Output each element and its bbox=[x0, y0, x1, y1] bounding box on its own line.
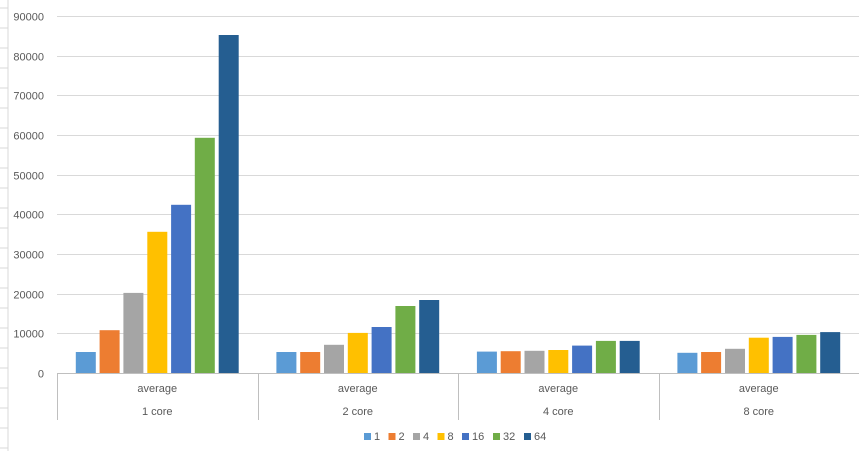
x-outer-label: 1 core bbox=[142, 406, 173, 418]
x-inner-label: average bbox=[538, 383, 578, 395]
x-outer-label: 2 core bbox=[342, 406, 373, 418]
x-outer-label: 8 core bbox=[743, 406, 774, 418]
bar-2-group-2 bbox=[300, 352, 321, 373]
bar-4-group-2 bbox=[324, 344, 344, 373]
x-inner-label: average bbox=[739, 383, 779, 395]
bar-16-group-1 bbox=[171, 204, 192, 373]
legend-label: 8 bbox=[448, 431, 454, 443]
y-tick-label: 80000 bbox=[13, 52, 44, 64]
bar-8-group-1 bbox=[147, 231, 168, 373]
legend-swatch bbox=[413, 433, 420, 440]
y-tick-label: 60000 bbox=[13, 131, 44, 143]
y-tick-label: 0 bbox=[38, 369, 44, 381]
y-tick-label: 70000 bbox=[13, 91, 44, 103]
bar-32-group-4 bbox=[796, 334, 817, 373]
bar-1-group-4 bbox=[677, 352, 698, 373]
bar-2-group-3 bbox=[500, 351, 521, 373]
bar-2-group-4 bbox=[701, 352, 722, 373]
bar-16-group-4 bbox=[772, 336, 793, 373]
bar-4-group-3 bbox=[524, 350, 545, 373]
bar-16-group-3 bbox=[572, 345, 593, 373]
legend-swatch bbox=[437, 433, 445, 440]
bar-4-group-1 bbox=[123, 292, 144, 373]
legend-swatch bbox=[388, 433, 396, 440]
x-inner-label: average bbox=[137, 383, 177, 395]
legend-swatch bbox=[524, 433, 531, 440]
y-tick-label: 30000 bbox=[13, 250, 44, 262]
legend-label: 2 bbox=[399, 431, 405, 443]
legend-swatch bbox=[493, 433, 500, 440]
legend-label: 64 bbox=[534, 431, 546, 443]
bar-32-group-1 bbox=[194, 137, 215, 373]
legend: 1 2 4 8 16 32 64 bbox=[364, 431, 546, 443]
y-tick-label: 90000 bbox=[13, 12, 44, 24]
x-axis: average 1 core average 2 core average 4 core a… bbox=[57, 373, 859, 420]
legend-label: 1 bbox=[374, 431, 380, 443]
x-inner-label: average bbox=[338, 383, 378, 395]
bar-64-group-2 bbox=[419, 300, 440, 373]
y-tick-label: 50000 bbox=[13, 171, 44, 183]
bar-8-group-3 bbox=[548, 350, 569, 373]
legend-label: 4 bbox=[423, 431, 429, 443]
legend-swatch bbox=[462, 433, 469, 440]
legend-label: 16 bbox=[472, 431, 484, 443]
bar-64-group-3 bbox=[619, 340, 640, 373]
bar-1-group-2 bbox=[276, 352, 297, 373]
bar-64-group-1 bbox=[218, 35, 239, 373]
bar-64-group-4 bbox=[820, 332, 841, 373]
bar-16-group-2 bbox=[371, 327, 392, 373]
legend-swatch bbox=[364, 433, 371, 440]
y-tick-label: 20000 bbox=[13, 290, 44, 302]
bar-8-group-4 bbox=[748, 337, 769, 373]
bar-32-group-3 bbox=[595, 340, 616, 373]
bars bbox=[75, 35, 841, 373]
bar-2-group-1 bbox=[99, 330, 120, 373]
bar-32-group-2 bbox=[395, 306, 416, 373]
bar-1-group-3 bbox=[476, 351, 497, 373]
x-outer-label: 4 core bbox=[543, 406, 574, 418]
bar-4-group-4 bbox=[725, 348, 745, 373]
y-axis: 0 10000 20000 30000 40000 50000 60000 70000 8000… bbox=[13, 12, 44, 381]
y-tick-label: 40000 bbox=[13, 210, 44, 222]
bar-8-group-2 bbox=[347, 332, 368, 373]
bar-1-group-1 bbox=[75, 352, 96, 373]
y-tick-label: 10000 bbox=[13, 329, 44, 341]
legend-label: 32 bbox=[503, 431, 515, 443]
